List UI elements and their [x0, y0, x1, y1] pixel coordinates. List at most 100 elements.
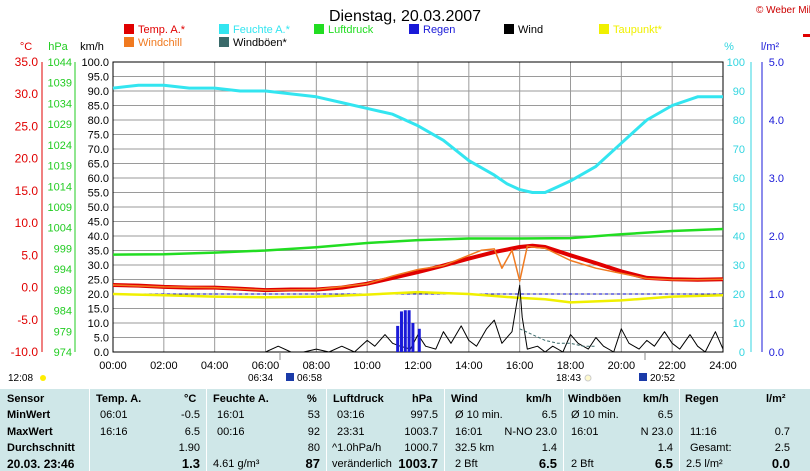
sunset-label: 18:43	[556, 373, 581, 384]
pressure-rate: ^1.0hPa/h	[332, 442, 382, 454]
x-tick-label: 22:00	[658, 360, 686, 372]
temp-max-time: 16:16	[100, 426, 128, 438]
rain-bar	[403, 310, 407, 352]
row-label-min: MinWert	[7, 409, 51, 421]
temp-tick-label: 20.0	[15, 152, 39, 166]
pressure-tick-label: 1019	[48, 161, 72, 173]
pressure-tick-label: 994	[54, 264, 72, 276]
pressure-min: 997.5	[410, 409, 438, 421]
wind-tick-label: 30.0	[88, 260, 109, 272]
legend-label: Taupunkt*	[613, 24, 663, 36]
legend-swatch	[504, 24, 514, 34]
wind-unit-label: km/h	[80, 41, 104, 53]
x-tick-label: 06:00	[252, 360, 280, 372]
legend-label: Regen	[423, 24, 455, 36]
sun-icon	[584, 374, 592, 382]
series-line-windchill	[112, 245, 724, 291]
humidity-tick-label: 80	[733, 115, 745, 127]
wind-tick-label: 45.0	[88, 217, 109, 229]
rain-bar	[407, 310, 411, 352]
humidity-tick-label: 40	[733, 231, 745, 243]
gust-r2-value: N 23.0	[640, 426, 673, 438]
legend-label: Luftdruck	[328, 24, 374, 36]
temp-max: 6.5	[184, 426, 200, 438]
last-update: 20.03. 23:46	[7, 457, 75, 471]
wind-tick-label: 5.0	[94, 333, 109, 345]
series-line-wind	[113, 284, 724, 353]
wind-r1-label: Ø 10 min.	[455, 409, 503, 421]
rain-r4-label: 2.5 l/m²	[686, 458, 723, 470]
wind-r1-value: 6.5	[541, 409, 557, 421]
wind-tick-label: 80.0	[88, 115, 109, 127]
gust-r4-label: 2 Bft	[571, 458, 594, 470]
pressure-header: Luftdruck	[333, 393, 384, 405]
humidity-max-time: 00:16	[217, 426, 245, 438]
x-tick-label: 04:00	[201, 360, 229, 372]
gust-r2-label: 16:01	[571, 426, 599, 438]
pressure-current: 1003.7	[398, 456, 438, 471]
humidity-tick-label: 90	[733, 86, 745, 98]
wind-tick-label: 70.0	[88, 144, 109, 156]
x-tick-label: 24:00	[709, 360, 737, 372]
humidity-tick-label: 0	[739, 347, 745, 359]
pressure-trend: veränderlich	[332, 458, 392, 470]
moon-icon	[286, 373, 294, 381]
humidity-tick-label: 30	[733, 260, 745, 272]
pressure-max: 1003.7	[404, 426, 438, 438]
pressure-unit-label: hPa	[48, 41, 68, 53]
wind-header: Wind	[451, 393, 478, 405]
humidity-tick-label: 50	[733, 202, 745, 214]
rain-unit-label: l/m²	[761, 41, 780, 53]
rain-r2-value: 0.7	[774, 426, 790, 438]
gust-header: Windböen	[568, 393, 622, 405]
temp-avg: 1.90	[178, 442, 200, 454]
credit-label: © Weber Mike	[756, 5, 810, 16]
wind-tick-label: 10.0	[88, 318, 109, 330]
rain-tick-label: 5.0	[769, 57, 784, 69]
time-left-label: 12:08	[8, 373, 33, 384]
pressure-tick-label: 989	[54, 285, 72, 297]
rain-tick-label: 2.0	[769, 231, 784, 243]
wind-r2-label: 16:01	[455, 426, 483, 438]
series-line-luftdruck	[112, 227, 724, 256]
gust-unit: km/h	[643, 393, 669, 405]
temp-tick-label: -10.0	[11, 345, 39, 359]
rain-total: 2.5	[774, 442, 790, 454]
weather-chart: 00:00 02:00 04:00 06:00 08:00 10:00 12:00 14:00…	[8, 5, 810, 384]
wind-tick-label: 65.0	[88, 159, 109, 171]
temp-current: 1.3	[181, 456, 200, 471]
time-right-label: 20:52	[650, 373, 675, 384]
wind-tick-label: 35.0	[88, 246, 109, 258]
x-tick-label: 08:00	[303, 360, 331, 372]
rain-r3-label: Gesamt:	[690, 442, 732, 454]
gust-r1-label: Ø 10 min.	[571, 409, 619, 421]
rain-r2-label: 11:16	[690, 426, 717, 438]
pressure-unit: hPa	[412, 393, 433, 405]
wind-tick-label: 15.0	[88, 304, 109, 316]
legend-label: Windchill	[138, 37, 182, 49]
statistics-table: Sensor MinWert MaxWert Durchschnitt 20.0…	[0, 389, 810, 471]
rain-bar	[399, 311, 403, 352]
moon-icon	[639, 373, 647, 381]
legend-label: Wind	[518, 24, 543, 36]
chart-title: Dienstag, 20.03.2007	[329, 8, 481, 25]
wind-unit: km/h	[526, 393, 552, 405]
humidity-max: 92	[307, 426, 320, 438]
x-tick-label: 20:00	[608, 360, 636, 372]
pressure-tick-label: 1034	[48, 98, 72, 110]
wind-tick-label: 20.0	[88, 289, 109, 301]
wind-tick-label: 40.0	[88, 231, 109, 243]
gust-r3-value: 1.4	[657, 442, 673, 454]
pressure-tick-label: 979	[54, 326, 72, 338]
wind-current: 6.5	[538, 456, 557, 471]
humidity-tick-label: 70	[733, 144, 745, 156]
wind-tick-label: 50.0	[88, 202, 109, 214]
rain-tick-label: 4.0	[769, 115, 784, 127]
pressure-tick-label: 1044	[48, 57, 72, 69]
series-line-windben	[519, 328, 596, 347]
pressure-tick-label: 984	[54, 306, 72, 318]
humidity-avg: 80	[307, 442, 320, 454]
rain-tick-label: 3.0	[769, 173, 784, 185]
legend-swatch	[219, 24, 229, 34]
legend-label: Temp. A.*	[138, 24, 186, 36]
